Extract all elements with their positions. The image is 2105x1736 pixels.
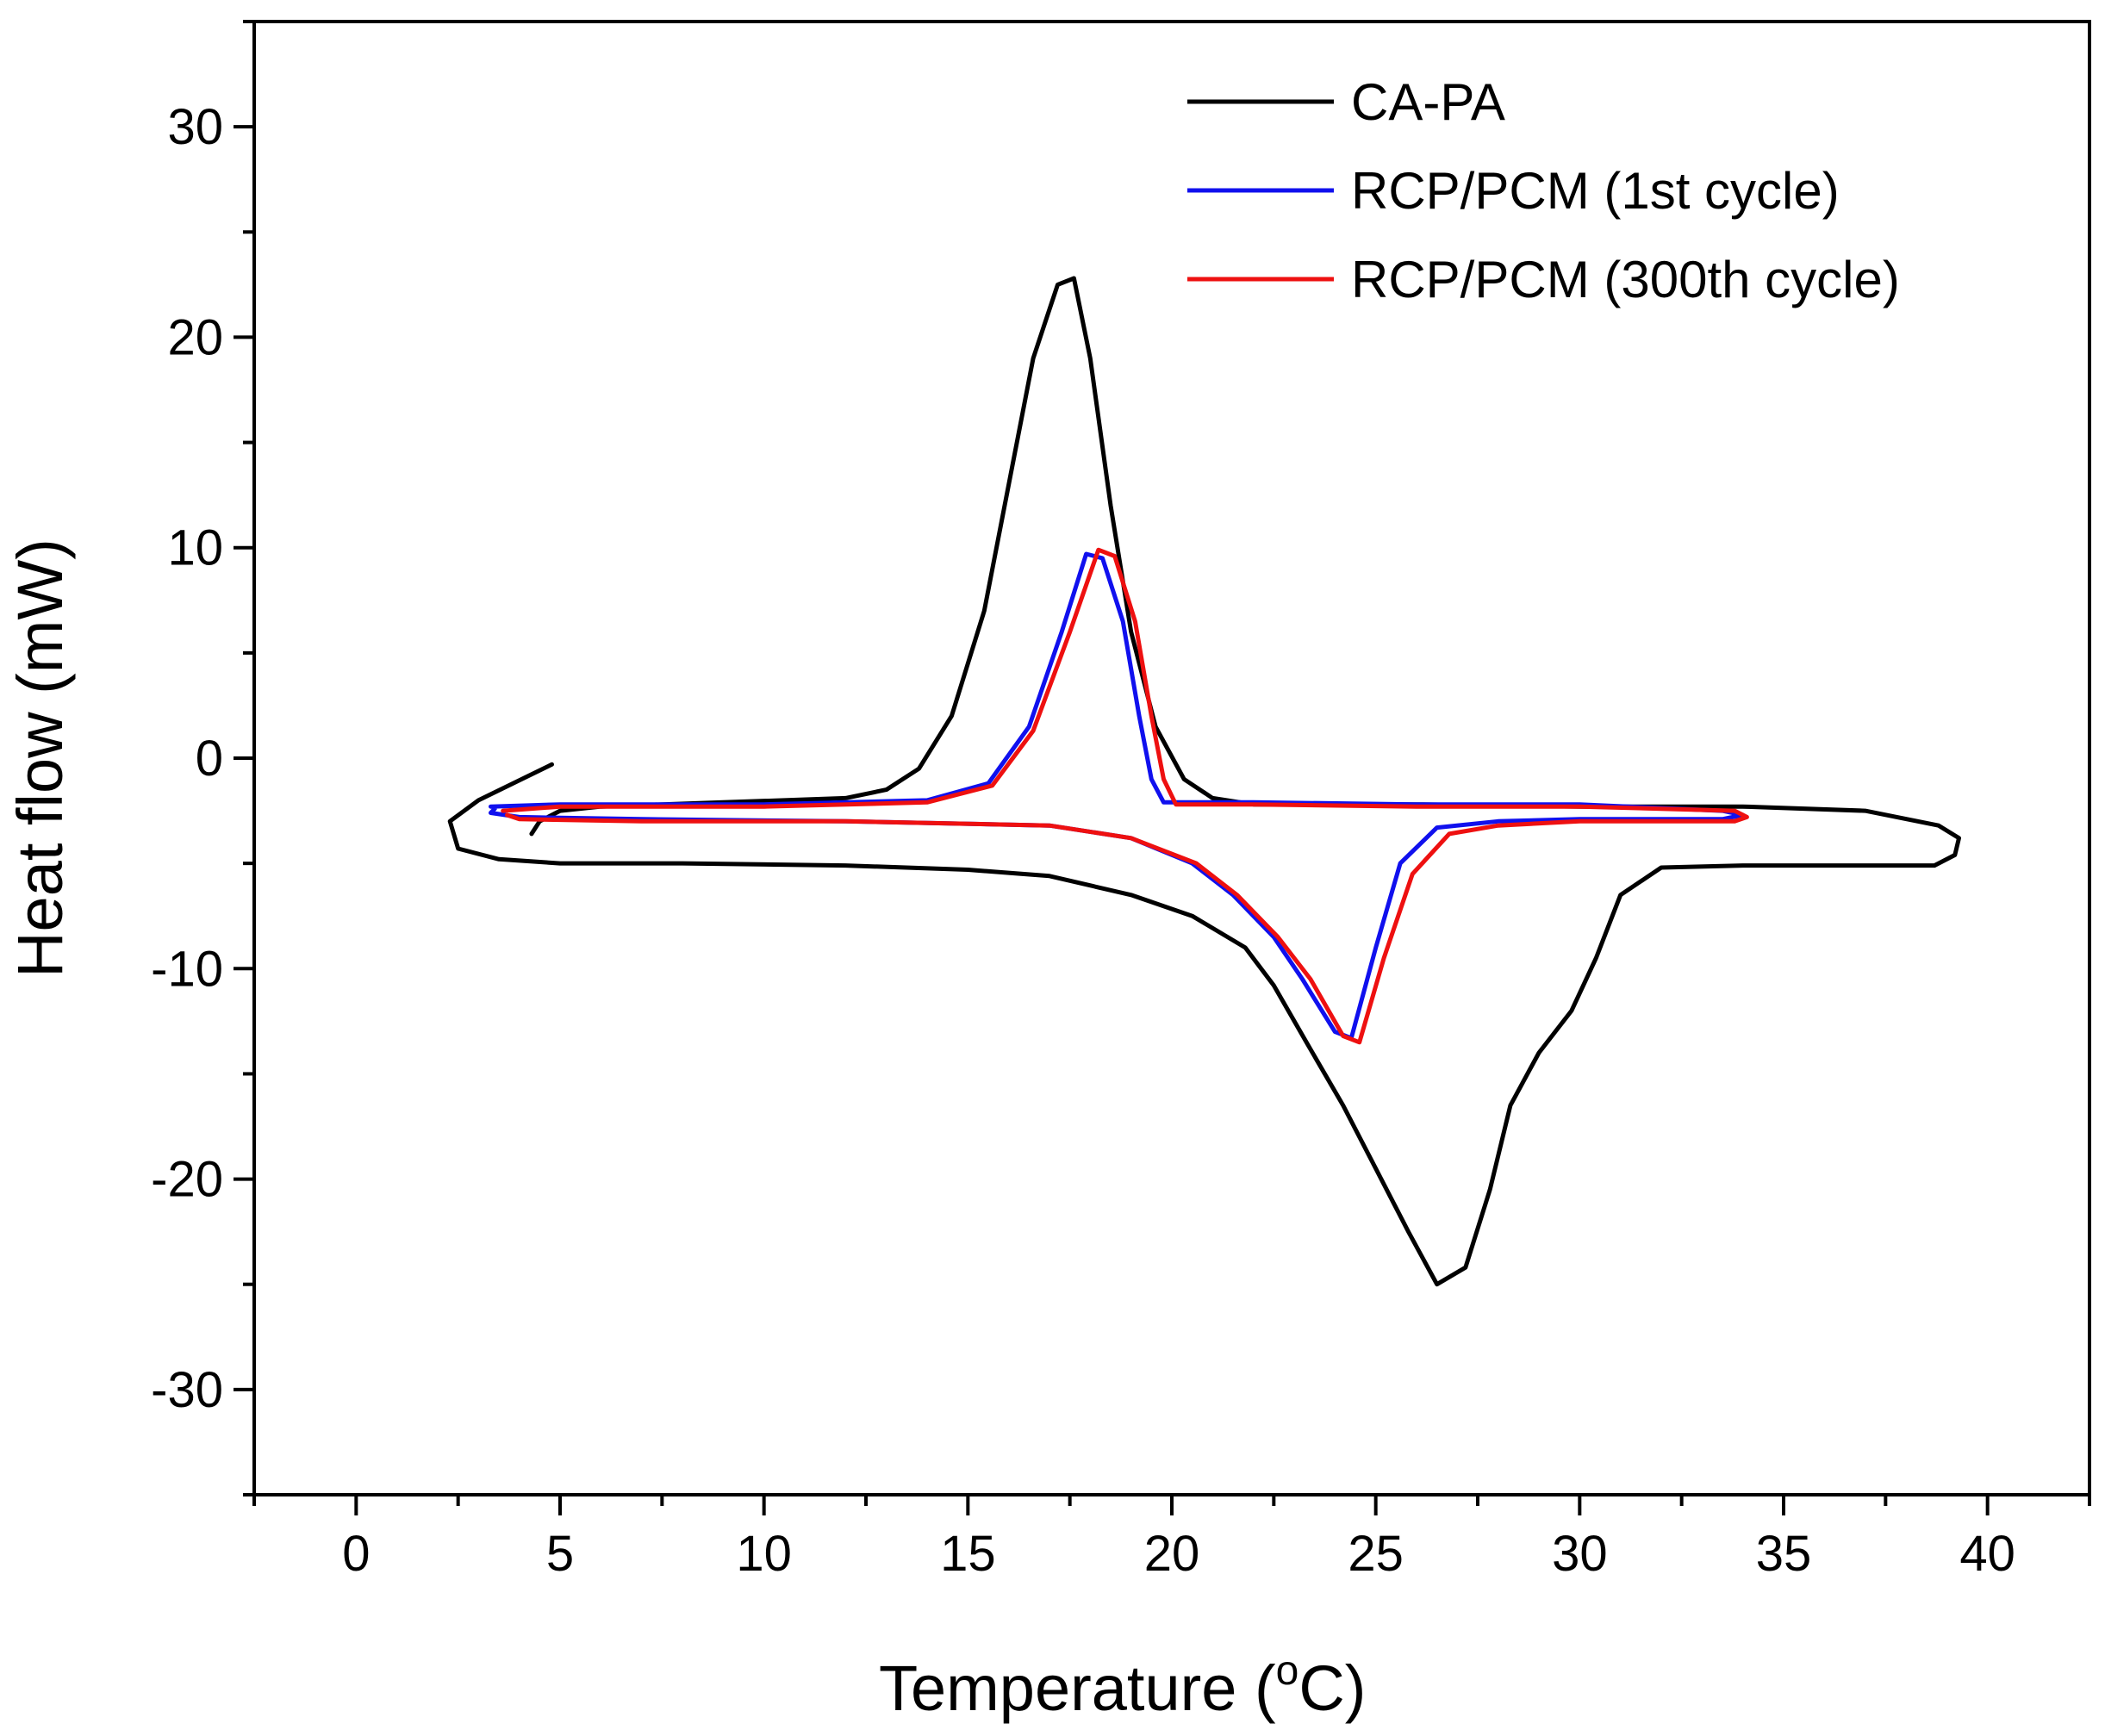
y-tick-label-30: 30 [167, 99, 223, 155]
x-tick-label-10: 10 [736, 1526, 792, 1582]
legend-label-3: RCP/PCM (300th cycle) [1351, 251, 1900, 308]
legend: CA-PA RCP/PCM (1st cycle) RCP/PCM (300th c… [1187, 73, 1900, 308]
y-tick-label--20: -20 [151, 1152, 223, 1208]
x-axis-title-text: Temperature ( [879, 1652, 1276, 1724]
y-tick-label-0: 0 [196, 731, 223, 787]
y-tick-label-10: 10 [167, 520, 223, 576]
legend-label-1: CA-PA [1351, 73, 1505, 131]
x-tick-label-25: 25 [1348, 1526, 1404, 1582]
x-tick-label-0: 0 [342, 1526, 370, 1582]
legend-label-2: RCP/PCM (1st cycle) [1351, 162, 1840, 220]
x-tick-label-15: 15 [940, 1526, 996, 1582]
x-tick-label-30: 30 [1552, 1526, 1608, 1582]
y-axis-title: Heat flow (mW) [4, 538, 76, 978]
x-axis-title-unit: C) [1298, 1652, 1366, 1724]
x-tick-label-40: 40 [1959, 1526, 2015, 1582]
y-tick-label--10: -10 [151, 941, 223, 997]
y-axis-ticks: -30 -20 -10 0 10 20 30 [151, 20, 254, 1496]
series-line-1 [447, 276, 1961, 1287]
series-line-3 [501, 547, 1749, 1045]
series-line-2 [489, 551, 1746, 1041]
y-tick-label--30: -30 [151, 1362, 223, 1418]
x-axis-title-degree: o [1276, 1648, 1299, 1694]
series-layer [447, 276, 1961, 1287]
x-axis-title: Temperature (oC) [879, 1648, 1366, 1724]
y-tick-label-20: 20 [167, 309, 223, 365]
x-axis-ticks: 0 5 10 15 20 25 30 35 40 [252, 1495, 2091, 1582]
x-tick-label-35: 35 [1756, 1526, 1812, 1582]
x-tick-label-5: 5 [546, 1526, 574, 1582]
x-tick-label-20: 20 [1144, 1526, 1200, 1582]
